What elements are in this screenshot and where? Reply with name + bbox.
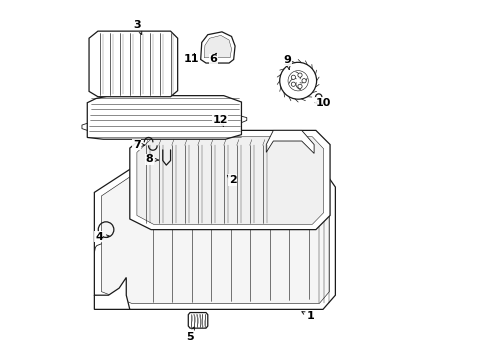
Text: 8: 8 xyxy=(146,154,153,165)
Circle shape xyxy=(291,82,295,86)
Polygon shape xyxy=(169,118,174,134)
Text: 12: 12 xyxy=(213,116,228,125)
Polygon shape xyxy=(266,130,314,153)
Polygon shape xyxy=(199,118,205,134)
Circle shape xyxy=(291,75,295,80)
Circle shape xyxy=(298,84,302,89)
Polygon shape xyxy=(153,118,159,134)
Circle shape xyxy=(302,78,306,83)
Circle shape xyxy=(298,73,302,77)
Polygon shape xyxy=(87,96,242,139)
Text: 6: 6 xyxy=(209,54,217,64)
Text: 11: 11 xyxy=(184,54,199,64)
Text: 9: 9 xyxy=(284,55,292,65)
Polygon shape xyxy=(130,130,330,230)
Text: 1: 1 xyxy=(307,311,315,321)
Polygon shape xyxy=(215,118,221,134)
Polygon shape xyxy=(137,137,324,224)
Text: 3: 3 xyxy=(133,20,141,30)
Text: 4: 4 xyxy=(95,232,103,242)
Polygon shape xyxy=(95,169,335,309)
Polygon shape xyxy=(95,278,130,309)
Text: 5: 5 xyxy=(186,332,194,342)
Polygon shape xyxy=(201,32,235,63)
Text: 2: 2 xyxy=(229,175,237,185)
Polygon shape xyxy=(184,118,190,134)
Polygon shape xyxy=(204,35,232,58)
Text: 10: 10 xyxy=(315,98,331,108)
Polygon shape xyxy=(101,176,329,303)
Polygon shape xyxy=(231,118,237,134)
Text: 7: 7 xyxy=(133,140,141,149)
Polygon shape xyxy=(89,31,178,97)
Polygon shape xyxy=(188,312,208,328)
